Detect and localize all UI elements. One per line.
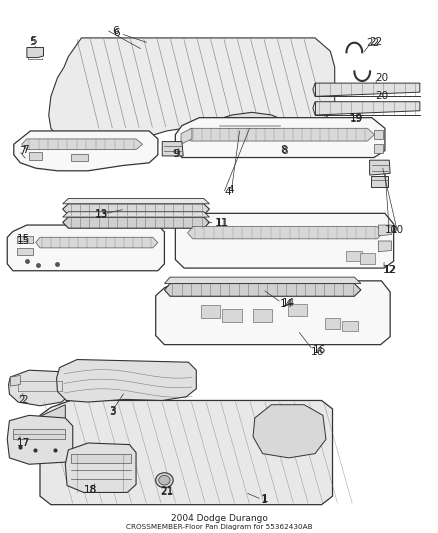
Polygon shape: [7, 225, 164, 271]
Ellipse shape: [155, 473, 173, 488]
Polygon shape: [63, 204, 209, 215]
Text: 12: 12: [383, 265, 396, 274]
Polygon shape: [27, 47, 43, 58]
Text: 2: 2: [18, 395, 25, 406]
Polygon shape: [175, 118, 385, 158]
Polygon shape: [63, 198, 209, 204]
Text: 22: 22: [367, 38, 380, 48]
Text: 14: 14: [282, 297, 295, 308]
Polygon shape: [11, 375, 20, 386]
Text: 11: 11: [215, 218, 228, 228]
Text: 8: 8: [280, 144, 287, 155]
Polygon shape: [57, 360, 196, 402]
Polygon shape: [378, 225, 392, 236]
Polygon shape: [63, 217, 209, 228]
Text: 4: 4: [228, 185, 234, 196]
Polygon shape: [49, 38, 335, 144]
Text: 16: 16: [311, 346, 324, 357]
Polygon shape: [162, 142, 183, 156]
Polygon shape: [181, 128, 192, 144]
Text: 2: 2: [21, 395, 28, 406]
Polygon shape: [325, 318, 340, 329]
Text: 5: 5: [30, 36, 37, 45]
Polygon shape: [360, 253, 375, 264]
Polygon shape: [65, 443, 136, 492]
Polygon shape: [155, 281, 390, 345]
Text: 7: 7: [22, 144, 29, 155]
Text: 17: 17: [17, 438, 31, 448]
Polygon shape: [253, 405, 326, 458]
Text: 10: 10: [391, 225, 404, 236]
Polygon shape: [63, 212, 209, 217]
Text: 16: 16: [313, 345, 326, 355]
Text: 20: 20: [375, 91, 389, 101]
Text: 19: 19: [350, 114, 363, 124]
Text: 17: 17: [16, 438, 30, 448]
Polygon shape: [164, 284, 361, 296]
Text: 20: 20: [375, 73, 389, 83]
Polygon shape: [164, 277, 361, 284]
Polygon shape: [313, 83, 420, 96]
Text: 1: 1: [261, 495, 267, 505]
Text: 2004 Dodge Durango: 2004 Dodge Durango: [170, 514, 268, 523]
Text: 14: 14: [280, 298, 293, 309]
Polygon shape: [313, 102, 420, 115]
Ellipse shape: [159, 475, 170, 485]
Polygon shape: [374, 144, 383, 153]
Text: 6: 6: [113, 28, 120, 38]
Text: 5: 5: [29, 37, 35, 47]
Text: 9: 9: [172, 149, 179, 159]
Text: 18: 18: [84, 485, 97, 495]
Polygon shape: [288, 304, 307, 317]
Text: 15: 15: [16, 234, 30, 244]
Polygon shape: [253, 309, 272, 322]
Text: 1: 1: [262, 494, 268, 504]
Polygon shape: [374, 131, 383, 139]
Text: 13: 13: [95, 211, 108, 221]
Text: 8: 8: [282, 146, 288, 156]
Text: 22: 22: [369, 37, 382, 47]
Polygon shape: [21, 139, 143, 150]
Text: 7: 7: [19, 146, 26, 156]
Text: 21: 21: [160, 488, 173, 497]
Polygon shape: [71, 154, 88, 161]
Polygon shape: [7, 415, 73, 464]
Polygon shape: [371, 176, 389, 187]
Polygon shape: [13, 429, 65, 439]
Polygon shape: [40, 400, 332, 505]
Text: 10: 10: [385, 225, 398, 236]
Polygon shape: [175, 213, 394, 268]
Polygon shape: [346, 251, 362, 261]
Polygon shape: [29, 152, 42, 160]
Text: 9: 9: [173, 149, 180, 159]
Polygon shape: [342, 321, 358, 332]
Polygon shape: [17, 248, 33, 255]
Polygon shape: [185, 128, 374, 141]
Polygon shape: [35, 237, 158, 248]
Polygon shape: [35, 405, 65, 454]
Polygon shape: [71, 454, 131, 463]
Text: 3: 3: [109, 407, 115, 417]
Polygon shape: [14, 131, 158, 171]
Text: 13: 13: [95, 209, 108, 220]
Text: 11: 11: [216, 218, 229, 228]
Polygon shape: [214, 112, 289, 138]
Polygon shape: [223, 309, 242, 322]
Polygon shape: [201, 305, 220, 318]
Polygon shape: [9, 370, 71, 406]
Text: 12: 12: [384, 265, 397, 274]
Polygon shape: [17, 236, 33, 243]
Polygon shape: [187, 227, 383, 239]
Text: 19: 19: [350, 112, 363, 123]
Polygon shape: [378, 241, 392, 252]
Text: 21: 21: [160, 487, 173, 496]
Text: CROSSMEMBER-Floor Pan Diagram for 55362430AB: CROSSMEMBER-Floor Pan Diagram for 553624…: [126, 524, 312, 530]
Polygon shape: [370, 160, 390, 175]
Text: 18: 18: [84, 485, 97, 495]
Text: 4: 4: [224, 187, 231, 197]
Text: 15: 15: [17, 236, 31, 246]
Text: 3: 3: [109, 406, 115, 416]
Text: 6: 6: [112, 26, 118, 36]
